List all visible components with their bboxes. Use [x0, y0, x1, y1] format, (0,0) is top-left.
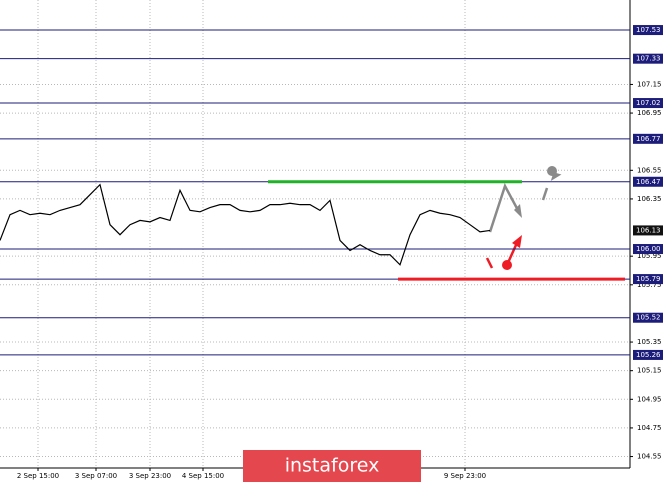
forecast-dash [541, 187, 549, 201]
y-tick-label: 104.75 [637, 424, 662, 432]
y-tick-label: 107.15 [637, 80, 662, 88]
level-label: 107.33 [636, 55, 661, 63]
level-label-box [633, 312, 663, 323]
y-tick-label: 105.35 [637, 338, 662, 346]
arrow-head [512, 235, 522, 248]
level-label: 106.47 [636, 178, 661, 186]
arrow-head [550, 172, 562, 182]
level-label: 105.52 [636, 314, 661, 322]
level-label-box [633, 274, 663, 285]
current-price-label: 106.13 [636, 226, 661, 234]
level-label: 105.26 [636, 351, 661, 359]
level-label: 107.53 [636, 26, 661, 34]
level-label: 106.00 [636, 245, 661, 253]
forecast-arrows [485, 166, 562, 270]
y-tick-label: 106.35 [637, 195, 662, 203]
banner [243, 450, 421, 482]
level-label-box [633, 98, 663, 109]
x-tick-label: 4 Sep 15:00 [182, 472, 224, 480]
level-label-box [633, 25, 663, 36]
level-label-box [633, 53, 663, 64]
level-label: 107.02 [636, 99, 661, 107]
y-tick-label: 104.95 [637, 395, 662, 403]
x-tick-label: 3 Sep 23:00 [129, 472, 171, 480]
x-tick-label: 9 Sep 23:00 [444, 472, 486, 480]
x-tick-label: 2 Sep 15:00 [17, 472, 59, 480]
level-label-box [633, 349, 663, 360]
current-price-box [633, 225, 663, 236]
x-tick-label: 3 Sep 07:00 [75, 472, 117, 480]
watermark-banner: instaforex [243, 450, 421, 482]
y-tick-label: 105.15 [637, 367, 662, 375]
price-line [0, 183, 491, 266]
y-tick-label: 105.75 [637, 281, 662, 289]
level-label-box [633, 244, 663, 255]
level-label-box [633, 176, 663, 187]
y-tick-label: 104.55 [637, 453, 662, 461]
y-tick-label: 106.55 [637, 166, 662, 174]
y-tick-label: 105.95 [637, 252, 662, 260]
y-tick-label: 106.95 [637, 109, 662, 117]
level-label: 105.79 [636, 275, 661, 283]
forecast-path [505, 244, 518, 266]
level-label-box [633, 133, 663, 144]
forecast-dash [485, 257, 494, 269]
watermark: instaforex [285, 455, 380, 477]
forecast-path [488, 182, 522, 233]
arrow-head [514, 204, 522, 218]
level-label: 106.77 [636, 135, 661, 143]
